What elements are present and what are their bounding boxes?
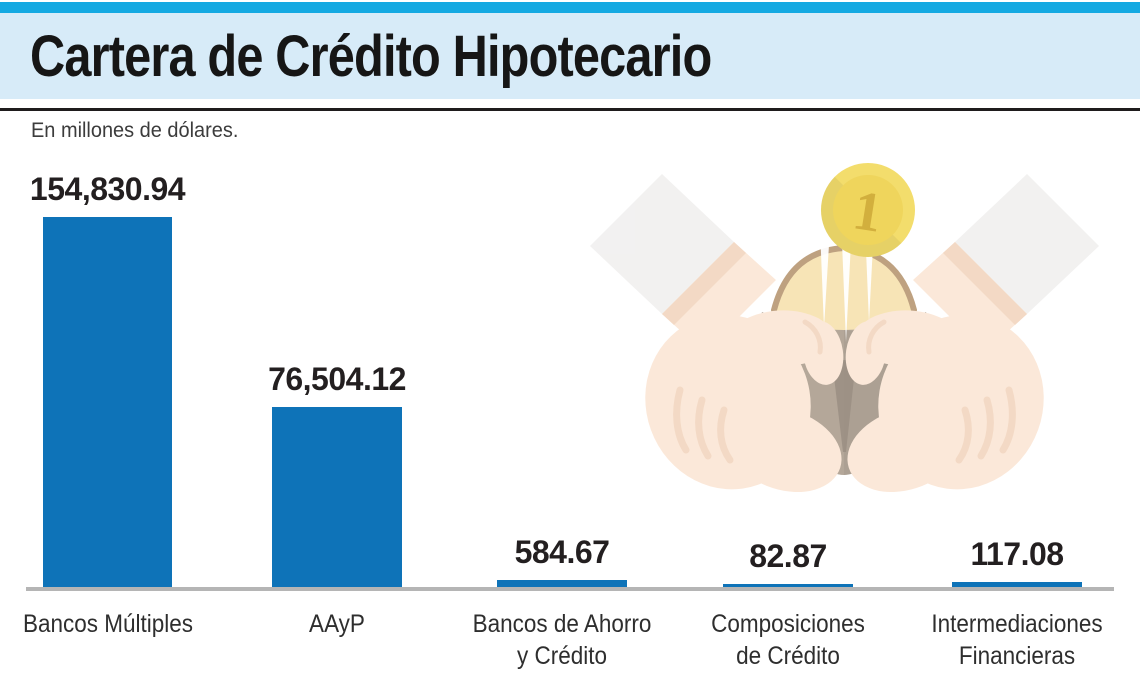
category-line: y Crédito xyxy=(516,642,608,670)
header-panel: Cartera de Crédito Hipotecario xyxy=(0,13,1140,99)
header-accent-strip xyxy=(0,2,1140,13)
bar-value-label: 154,830.94 xyxy=(29,171,186,207)
motion-streak xyxy=(820,228,830,328)
category-line: AAyP xyxy=(309,610,365,638)
coin: 1 xyxy=(820,163,915,258)
category-line: Intermediaciones xyxy=(931,610,1103,638)
category-line: Financieras xyxy=(958,642,1076,670)
coin-inner-disc xyxy=(833,175,903,245)
category-line: Bancos de Ahorro xyxy=(472,610,652,638)
units-note: En millones de dólares. xyxy=(31,119,239,142)
category-line: Composiciones xyxy=(711,610,865,638)
purse-center-crease xyxy=(832,360,856,452)
category-line: de Crédito xyxy=(736,642,840,670)
bar-value-label: 584.67 xyxy=(514,534,610,570)
bar-category-label: Bancos de Ahorro y Crédito xyxy=(454,608,670,672)
bar-intermediaciones-financieras xyxy=(952,582,1082,587)
header-divider-rule xyxy=(0,108,1140,111)
bar-value-label: 76,504.12 xyxy=(268,361,406,397)
page-title: Cartera de Crédito Hipotecario xyxy=(30,23,712,89)
bar-value-label: 82.87 xyxy=(749,538,827,574)
bar-bancos-ahorro-credito xyxy=(497,580,627,587)
bar-category-label: Intermediaciones Financieras xyxy=(909,608,1125,672)
bar-aayp xyxy=(272,407,402,587)
bar-bancos-multiples xyxy=(43,217,172,587)
bar-value-label: 117.08 xyxy=(970,536,1064,572)
chart-baseline-axis xyxy=(26,587,1114,591)
hands-coin-purse-illustration: 1 xyxy=(580,163,1140,500)
motion-streak xyxy=(842,242,851,342)
bar-category-label: Composiciones de Crédito xyxy=(680,608,896,672)
bar-category-label: AAyP xyxy=(229,608,445,640)
bar-category-label: Bancos Múltiples xyxy=(0,608,216,640)
bar-composiciones-credito xyxy=(723,584,853,587)
category-line: Bancos Múltiples xyxy=(22,610,193,638)
